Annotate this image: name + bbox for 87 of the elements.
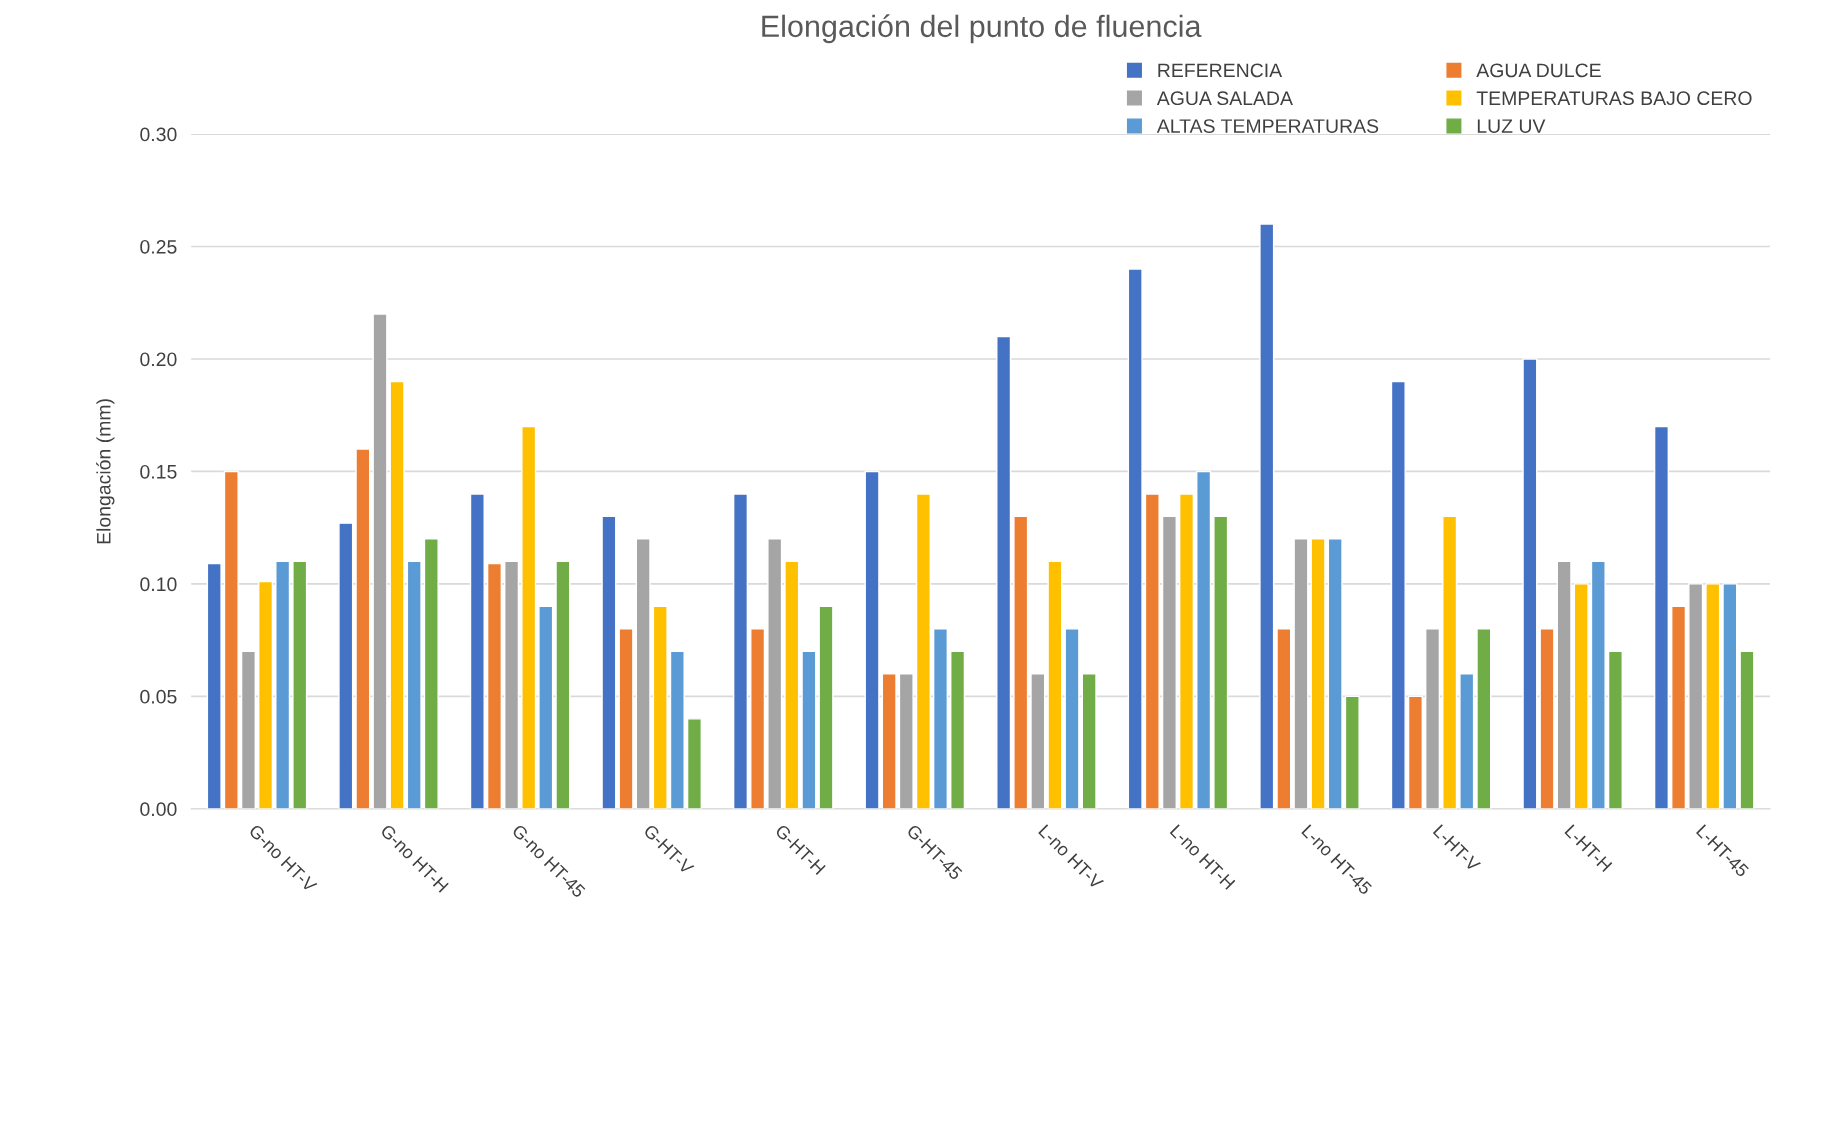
bar [1259,223,1275,809]
bar [1196,470,1212,809]
y-tick-label: 0.30 [140,127,177,142]
bar [1705,583,1721,809]
bar [423,538,439,809]
bar [275,560,291,809]
bar [1327,538,1343,809]
bar [355,448,371,809]
bar [389,380,405,809]
bar [469,493,485,809]
y-tick-label: 0.00 [140,802,177,817]
bar [538,605,554,809]
bar [206,562,222,809]
bar [1688,583,1704,809]
bar [1539,628,1555,809]
bar [1739,650,1755,809]
bar [1293,538,1309,809]
bar [1127,268,1143,809]
bar [1407,695,1423,809]
bar [1722,583,1738,809]
bar [686,718,702,809]
bar [486,562,503,809]
bar [1573,583,1589,809]
legend-label: REFERENCIA [1158,63,1283,78]
y-tick-label: 0.15 [140,464,177,479]
bar [1556,560,1572,809]
bar [784,560,800,809]
bar [996,335,1012,809]
bar [223,470,239,809]
bar [618,628,634,809]
bar [1671,605,1687,809]
bar [1310,538,1326,809]
bar [1276,628,1292,809]
legend-label: TEMPERATURAS BAJO CERO [1476,91,1752,106]
bar [635,538,651,809]
y-tick-label: 0.25 [140,239,177,254]
bar [1425,628,1441,809]
legend-label: AGUA DULCE [1476,63,1601,78]
bar [601,515,617,809]
bar [864,470,880,809]
bar [1653,425,1670,809]
bar [1459,673,1475,809]
bar [240,650,256,809]
bar [750,628,766,809]
bar [1442,515,1458,809]
bar [1476,628,1492,809]
bar [504,560,520,809]
bar [932,628,949,809]
bar [669,650,685,809]
bar [555,560,571,809]
y-axis-title: Elongación (mm) [96,399,115,544]
bar [1013,515,1029,809]
bar [1161,515,1177,809]
bar [732,493,749,809]
y-tick-label: 0.20 [140,352,177,367]
chart-title: Elongación del punto de fluencia [762,14,1202,44]
bar [767,538,783,809]
bar [1030,673,1046,809]
bar [652,605,668,809]
y-tick-label: 0.10 [140,577,177,592]
bar [521,425,537,809]
bar [1064,628,1080,809]
bar [1522,358,1538,809]
bar [881,673,897,809]
bar [1047,560,1063,809]
bar [1390,380,1406,809]
bar [818,605,834,809]
bar [1144,493,1160,809]
legend-label: AGUA SALADA [1156,91,1293,106]
bar [1081,673,1097,809]
bar [1213,515,1229,809]
bar [338,522,354,809]
bar [915,493,931,809]
bar [898,673,914,809]
bar [801,650,817,809]
bar [372,313,388,809]
legend-label: ALTAS TEMPERATURAS [1156,119,1379,133]
bar [950,650,966,809]
legend-label: LUZ UV [1477,119,1546,133]
bar [1607,650,1623,809]
bar [1590,560,1606,809]
y-tick-label: 0.05 [140,689,177,704]
bar [258,580,274,809]
bar [1178,493,1195,809]
bar [406,560,422,809]
bar [1344,695,1360,809]
bar [292,560,308,809]
